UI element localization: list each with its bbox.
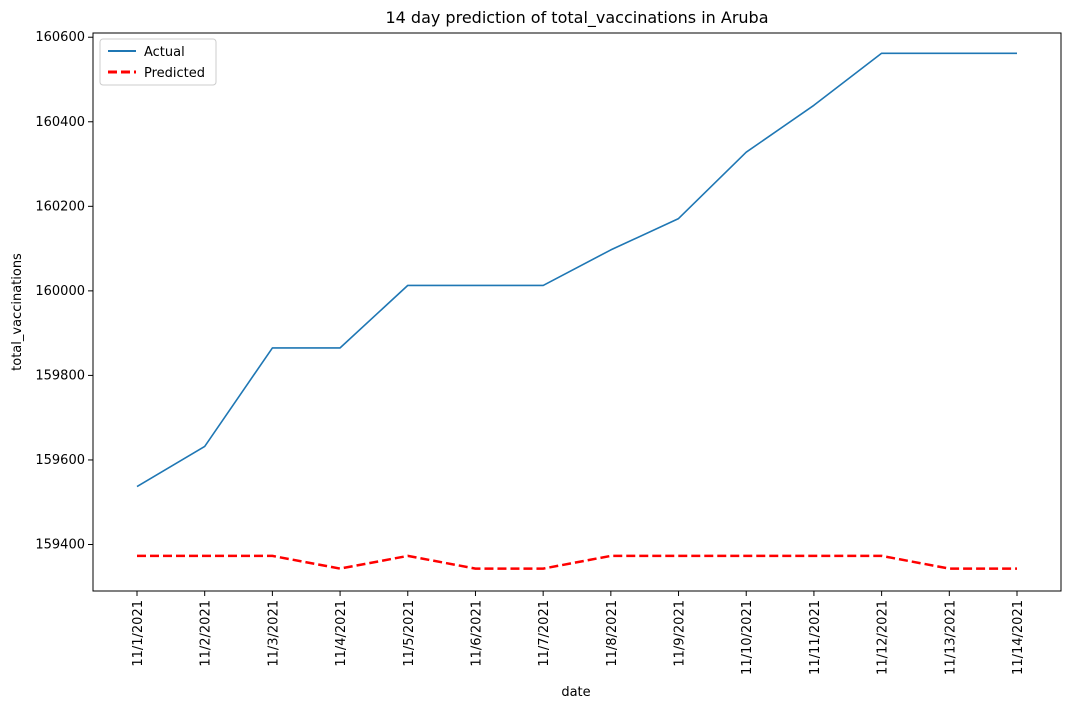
y-tick-label: 159600	[35, 453, 85, 468]
series-line-actual	[136, 52, 1017, 488]
x-tick-label: 11/14/2021	[1011, 600, 1026, 675]
x-tick-label: 11/6/2021	[469, 600, 484, 667]
x-tick-label: 11/12/2021	[876, 600, 891, 675]
x-tick-label: 11/2/2021	[199, 600, 214, 667]
x-tick-label: 11/11/2021	[808, 600, 823, 675]
y-tick-label: 160400	[35, 115, 85, 130]
x-tick-label: 11/1/2021	[131, 600, 146, 667]
x-tick-label: 11/7/2021	[537, 600, 552, 667]
x-tick-label: 11/8/2021	[605, 600, 620, 667]
legend-label-predicted: Predicted	[144, 66, 205, 81]
x-tick-label: 11/9/2021	[673, 600, 688, 667]
x-tick-label: 11/4/2021	[334, 600, 349, 667]
plot-area	[92, 32, 1062, 592]
y-tick-label: 159800	[35, 368, 85, 383]
x-tick-label: 11/10/2021	[740, 600, 755, 675]
y-axis: 159400 159600 159800 160000 160200 160400 1606…	[35, 30, 93, 553]
y-tick-label: 160200	[35, 199, 85, 214]
y-tick-label: 160600	[35, 30, 85, 45]
series-layer	[136, 52, 1017, 570]
x-tick-label: 11/5/2021	[402, 600, 417, 667]
x-tick-label: 11/13/2021	[943, 600, 958, 675]
legend: Actual Predicted	[99, 38, 217, 86]
y-tick-label: 159400	[35, 538, 85, 553]
x-axis-label: date	[561, 685, 590, 700]
x-axis: 11/1/2021 11/2/2021 11/3/2021 11/4/2021 11/5…	[131, 591, 1026, 675]
y-axis-label: total_vaccinations	[10, 253, 25, 371]
legend-label-actual: Actual	[144, 45, 185, 60]
y-tick-label: 160000	[35, 284, 85, 299]
x-tick-label: 11/3/2021	[266, 600, 281, 667]
chart-title: 14 day prediction of total_vaccinations …	[385, 8, 768, 28]
series-line-predicted	[137, 554, 1017, 570]
